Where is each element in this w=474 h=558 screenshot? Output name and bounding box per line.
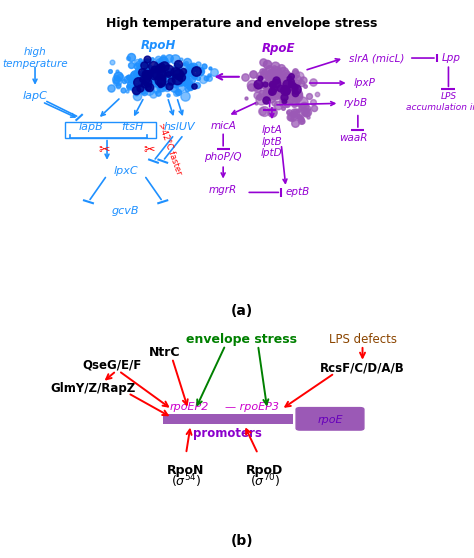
Text: QseG/E/F: QseG/E/F [82, 358, 141, 372]
Text: ✂: ✂ [99, 143, 110, 157]
Text: RpoH: RpoH [140, 39, 176, 52]
Text: — rpoEP3: — rpoEP3 [226, 402, 280, 412]
Text: lpxP: lpxP [353, 78, 375, 88]
Text: Lpp: Lpp [441, 53, 460, 63]
Text: LPS defects: LPS defects [328, 333, 397, 345]
Text: eptB: eptB [286, 187, 310, 198]
Text: ($\sigma^{70}$): ($\sigma^{70}$) [250, 472, 280, 490]
Text: phoP/Q: phoP/Q [204, 152, 242, 162]
Text: RpoN: RpoN [167, 464, 205, 477]
Text: RcsF/C/D/A/B: RcsF/C/D/A/B [320, 362, 405, 375]
Text: GlmY/Z/RapZ: GlmY/Z/RapZ [50, 382, 136, 395]
Text: ✂: ✂ [143, 143, 155, 157]
Text: RpoD: RpoD [246, 464, 283, 477]
Text: rpoEP2: rpoEP2 [170, 402, 209, 412]
Text: RpoE: RpoE [262, 42, 296, 55]
Text: gcvB: gcvB [112, 206, 139, 217]
Text: envelope stress: envelope stress [186, 333, 297, 345]
Text: mgrR: mgrR [209, 185, 237, 195]
Text: (b): (b) [230, 533, 253, 548]
Text: hslUV: hslUV [163, 122, 195, 132]
Text: promoters: promoters [193, 427, 262, 440]
FancyBboxPatch shape [163, 414, 293, 424]
Text: lptA
lptB
lptD: lptA lptB lptD [261, 125, 283, 158]
Text: waaR: waaR [339, 133, 367, 143]
Text: lapB: lapB [78, 122, 103, 132]
Text: LPS
accumulation in IM: LPS accumulation in IM [406, 93, 474, 112]
Text: >42°C faster: >42°C faster [156, 122, 183, 176]
Text: ftsH: ftsH [121, 122, 144, 132]
Text: lapC: lapC [23, 91, 47, 101]
FancyBboxPatch shape [296, 407, 364, 430]
Text: rpoE: rpoE [317, 415, 343, 425]
Text: High temperature and envelope stress: High temperature and envelope stress [106, 17, 377, 30]
Text: high
temperature: high temperature [2, 47, 68, 69]
Text: slrA (micL): slrA (micL) [348, 53, 404, 63]
Text: ($\sigma^{54}$): ($\sigma^{54}$) [171, 472, 201, 490]
Text: lpxC: lpxC [113, 166, 138, 176]
Text: NtrC: NtrC [149, 345, 181, 359]
Text: micA: micA [210, 121, 236, 131]
Text: (a): (a) [231, 304, 253, 318]
Text: rybB: rybB [344, 98, 368, 108]
